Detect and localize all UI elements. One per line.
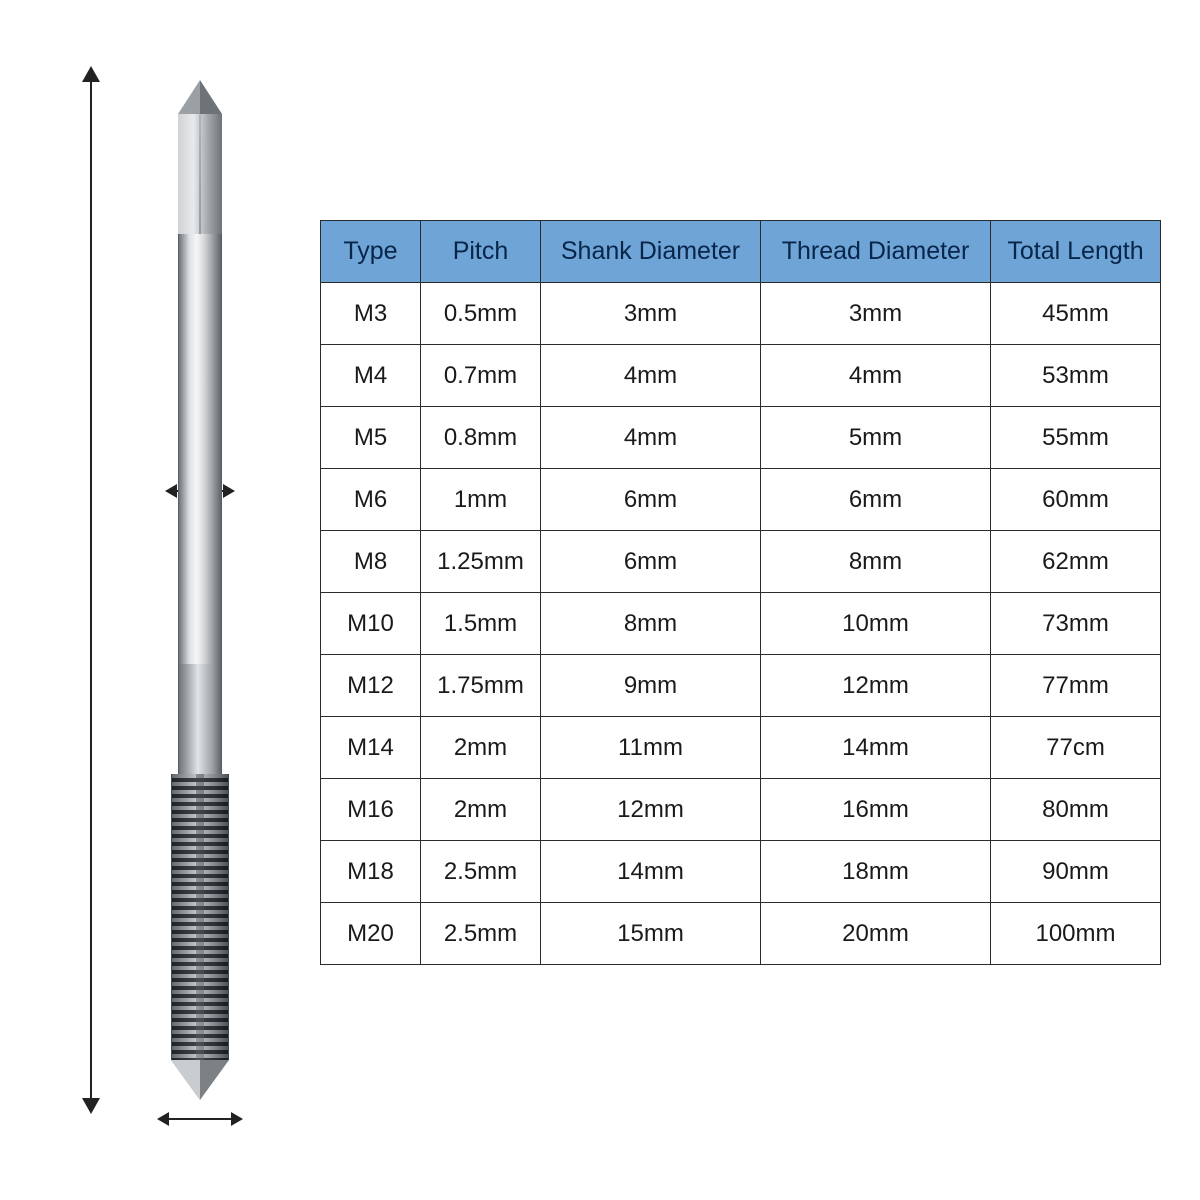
tap-taper — [178, 664, 222, 774]
table-cell: 4mm — [761, 345, 991, 407]
table-cell: 14mm — [761, 717, 991, 779]
table-row: M40.7mm4mm4mm53mm — [321, 345, 1161, 407]
tap-shank — [178, 234, 222, 664]
table-cell: 62mm — [991, 531, 1161, 593]
table-cell: 3mm — [541, 283, 761, 345]
table-cell: 11mm — [541, 717, 761, 779]
spec-table: Type Pitch Shank Diameter Thread Diamete… — [320, 220, 1161, 965]
table-row: M61mm6mm6mm60mm — [321, 469, 1161, 531]
table-cell: 4mm — [541, 345, 761, 407]
table-cell: M6 — [321, 469, 421, 531]
table-cell: 45mm — [991, 283, 1161, 345]
table-cell: 100mm — [991, 903, 1161, 965]
table-row: M101.5mm8mm10mm73mm — [321, 593, 1161, 655]
table-cell: 60mm — [991, 469, 1161, 531]
col-header-shank: Shank Diameter — [541, 221, 761, 283]
col-header-total: Total Length — [991, 221, 1161, 283]
table-row: M50.8mm4mm5mm55mm — [321, 407, 1161, 469]
table-cell: 55mm — [991, 407, 1161, 469]
table-cell: 0.5mm — [421, 283, 541, 345]
thread-diameter-dimension-arrow — [168, 1118, 232, 1120]
table-cell: 6mm — [761, 469, 991, 531]
table-cell: 9mm — [541, 655, 761, 717]
table-cell: 80mm — [991, 779, 1161, 841]
table-cell: 5mm — [761, 407, 991, 469]
table-cell: M16 — [321, 779, 421, 841]
col-header-thread: Thread Diameter — [761, 221, 991, 283]
table-cell: 2mm — [421, 779, 541, 841]
table-cell: 73mm — [991, 593, 1161, 655]
table-cell: M4 — [321, 345, 421, 407]
col-header-type: Type — [321, 221, 421, 283]
table-cell: 0.7mm — [421, 345, 541, 407]
table-row: M142mm11mm14mm77cm — [321, 717, 1161, 779]
table-cell: M20 — [321, 903, 421, 965]
table-cell: M14 — [321, 717, 421, 779]
table-cell: 90mm — [991, 841, 1161, 903]
table-cell: 1mm — [421, 469, 541, 531]
table-cell: 8mm — [761, 531, 991, 593]
tap-illustration — [160, 80, 240, 1100]
col-header-pitch: Pitch — [421, 221, 541, 283]
tap-threads — [171, 774, 229, 1060]
table-cell: 20mm — [761, 903, 991, 965]
table-cell: 77cm — [991, 717, 1161, 779]
table-cell: M8 — [321, 531, 421, 593]
table-cell: 2.5mm — [421, 903, 541, 965]
table-row: M121.75mm9mm12mm77mm — [321, 655, 1161, 717]
table-cell: 1.75mm — [421, 655, 541, 717]
table-cell: M12 — [321, 655, 421, 717]
spec-table-body: M30.5mm3mm3mm45mmM40.7mm4mm4mm53mmM50.8m… — [321, 283, 1161, 965]
table-cell: 0.8mm — [421, 407, 541, 469]
table-cell: 8mm — [541, 593, 761, 655]
table-cell: 2.5mm — [421, 841, 541, 903]
table-cell: M3 — [321, 283, 421, 345]
table-cell: 1.5mm — [421, 593, 541, 655]
table-header-row: Type Pitch Shank Diameter Thread Diamete… — [321, 221, 1161, 283]
total-length-dimension-arrow — [90, 80, 92, 1100]
table-cell: 14mm — [541, 841, 761, 903]
table-row: M162mm12mm16mm80mm — [321, 779, 1161, 841]
table-cell: M5 — [321, 407, 421, 469]
table-cell: 6mm — [541, 469, 761, 531]
table-cell: M18 — [321, 841, 421, 903]
table-cell: 15mm — [541, 903, 761, 965]
table-cell: 53mm — [991, 345, 1161, 407]
table-cell: 16mm — [761, 779, 991, 841]
table-row: M202.5mm15mm20mm100mm — [321, 903, 1161, 965]
table-cell: 77mm — [991, 655, 1161, 717]
table-cell: 2mm — [421, 717, 541, 779]
table-cell: 12mm — [761, 655, 991, 717]
table-cell: M10 — [321, 593, 421, 655]
table-cell: 18mm — [761, 841, 991, 903]
table-cell: 10mm — [761, 593, 991, 655]
table-cell: 3mm — [761, 283, 991, 345]
tap-square-drive — [178, 114, 222, 234]
table-cell: 4mm — [541, 407, 761, 469]
table-row: M182.5mm14mm18mm90mm — [321, 841, 1161, 903]
table-cell: 6mm — [541, 531, 761, 593]
table-row: M81.25mm6mm8mm62mm — [321, 531, 1161, 593]
table-cell: 1.25mm — [421, 531, 541, 593]
table-row: M30.5mm3mm3mm45mm — [321, 283, 1161, 345]
table-cell: 12mm — [541, 779, 761, 841]
